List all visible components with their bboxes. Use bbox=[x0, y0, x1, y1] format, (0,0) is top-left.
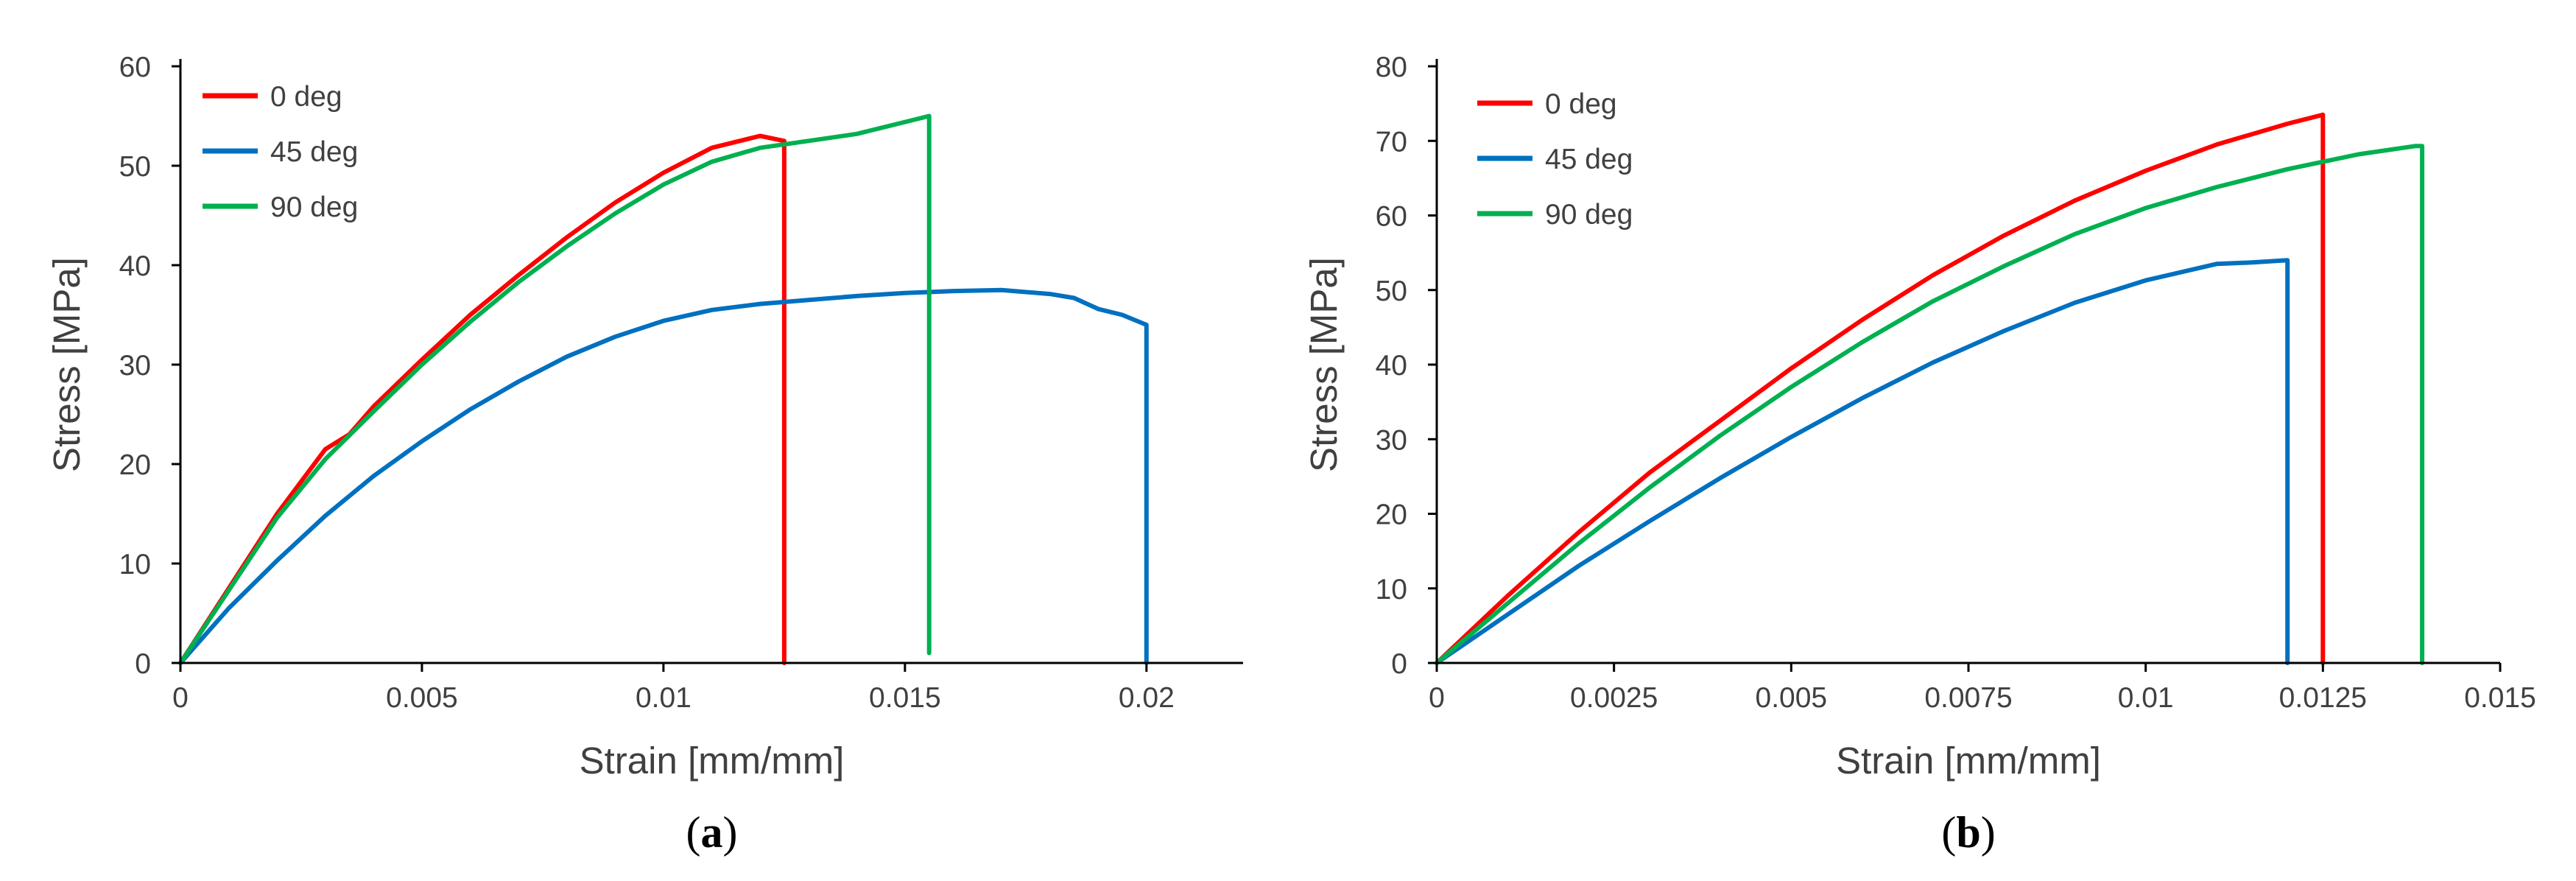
series-line-90-deg bbox=[178, 113, 932, 665]
y-tick-label: 0 bbox=[1391, 648, 1407, 680]
y-axis-title: Stress [MPa] bbox=[46, 257, 88, 472]
legend-label: 45 deg bbox=[1545, 144, 1633, 175]
y-tick-label: 20 bbox=[119, 449, 151, 481]
x-tick-label: 0.02 bbox=[1119, 682, 1175, 714]
x-tick-label: 0.01 bbox=[636, 682, 691, 714]
x-tick-label: 0 bbox=[1429, 682, 1445, 714]
y-tick-label: 50 bbox=[119, 151, 151, 183]
legend: 0 deg 45 deg 90 deg bbox=[1477, 88, 1633, 231]
y-tick-label: 20 bbox=[1376, 499, 1407, 531]
x-tick-label: 0.0125 bbox=[2279, 682, 2367, 714]
series-line-45-deg bbox=[1435, 258, 2290, 665]
chart-panel-a: 0 0.005 0.01 0.015 0.02 0 10 20 30 40 50 60 Strain [… bbox=[46, 52, 1243, 857]
y-tick-label: 70 bbox=[1376, 126, 1407, 158]
x-tick-label: 0.0075 bbox=[1924, 682, 2012, 714]
x-tick-label: 0.005 bbox=[1756, 682, 1828, 714]
panel-letter: b bbox=[1956, 808, 1980, 857]
y-axis-title: Stress [MPa] bbox=[1303, 257, 1345, 472]
legend-label: 90 deg bbox=[1545, 199, 1633, 231]
y-tick-label: 0 bbox=[135, 648, 151, 680]
x-axis-title: Strain [mm/mm] bbox=[1836, 740, 2101, 782]
series-line-0-deg bbox=[178, 133, 786, 665]
x-tick-label: 0.01 bbox=[2118, 682, 2174, 714]
legend-label: 0 deg bbox=[1545, 88, 1617, 120]
x-axis-title: Strain [mm/mm] bbox=[580, 740, 845, 782]
x-tick-label: 0.0025 bbox=[1570, 682, 1658, 714]
x-tick-label: 0.015 bbox=[869, 682, 941, 714]
y-tick-label: 10 bbox=[1376, 574, 1407, 606]
legend: 0 deg 45 deg 90 deg bbox=[203, 81, 358, 223]
legend-label: 90 deg bbox=[270, 192, 358, 223]
series-line-90-deg bbox=[1435, 144, 2425, 665]
y-tick-label: 80 bbox=[1376, 52, 1407, 83]
series-line-45-deg bbox=[178, 287, 1149, 665]
y-tick-label: 60 bbox=[1376, 201, 1407, 233]
y-tick-label: 50 bbox=[1376, 275, 1407, 307]
panel-label: (a) bbox=[686, 808, 738, 857]
legend-label: 0 deg bbox=[270, 81, 342, 113]
y-tick-label: 40 bbox=[119, 250, 151, 282]
y-tick-label: 30 bbox=[119, 350, 151, 382]
panel-letter: a bbox=[701, 808, 723, 857]
x-tick-label: 0.005 bbox=[386, 682, 458, 714]
series-line-0-deg bbox=[1435, 112, 2326, 665]
y-tick-label: 30 bbox=[1376, 424, 1407, 456]
legend-label: 45 deg bbox=[270, 136, 358, 168]
panel-label: (b) bbox=[1941, 808, 1995, 857]
x-tick-label: 0 bbox=[172, 682, 189, 714]
y-tick-label: 60 bbox=[119, 52, 151, 83]
y-tick-label: 10 bbox=[119, 549, 151, 580]
chart-panel-b: 0 0.0025 0.005 0.0075 0.01 0.0125 0.015 0 10 20 30… bbox=[1303, 52, 2536, 857]
x-tick-label: 0.015 bbox=[2464, 682, 2536, 714]
y-tick-label: 40 bbox=[1376, 350, 1407, 382]
